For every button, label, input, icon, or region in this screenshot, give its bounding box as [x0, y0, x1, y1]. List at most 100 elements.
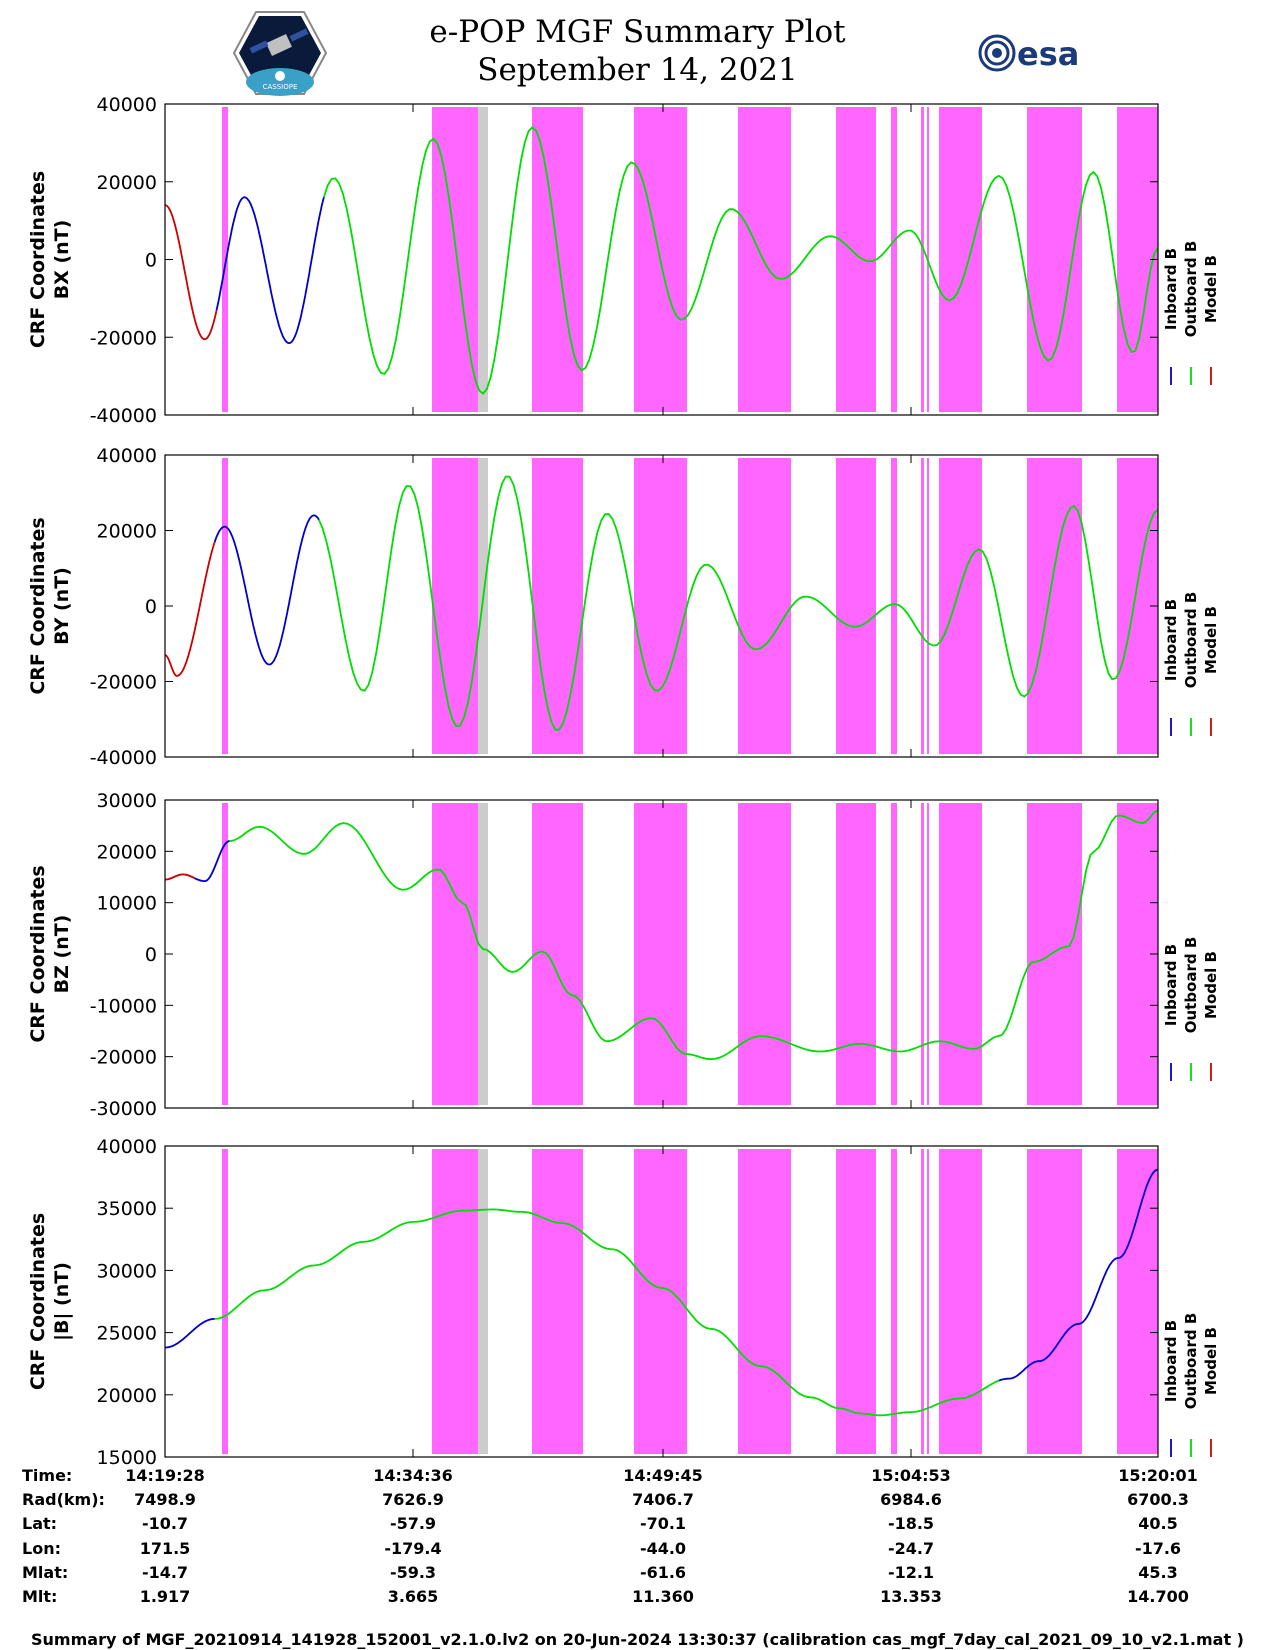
series-line-outboard	[318, 475, 1159, 731]
y-tick-label: 40000	[97, 1136, 157, 1158]
highlight-band	[222, 803, 228, 1105]
highlight-band	[1117, 1149, 1158, 1454]
highlight-band	[634, 458, 687, 754]
highlight-band	[532, 1149, 583, 1454]
highlight-band	[836, 1149, 876, 1454]
table-cell: -10.7	[141, 1514, 189, 1533]
highlight-band	[532, 458, 583, 754]
highlight-band	[738, 803, 791, 1105]
table-cell: -14.7	[141, 1563, 189, 1582]
y-tick-label: -20000	[90, 672, 157, 694]
table-cell: 1.917	[139, 1587, 191, 1606]
highlight-band	[921, 1149, 924, 1454]
chart-panel-2: 40000 20000 0 -20000 -40000 CRF Coordinates BY…	[27, 445, 1220, 769]
y-tick-label: 20000	[97, 841, 157, 863]
highlight-band	[1027, 803, 1082, 1105]
table-row-label: Lat:	[22, 1514, 58, 1533]
y-tick-label: -20000	[90, 1047, 157, 1069]
highlight-band	[939, 107, 982, 412]
highlight-band	[939, 1149, 982, 1454]
grey-band	[478, 107, 488, 412]
highlight-band	[1027, 458, 1082, 754]
highlight-band	[891, 107, 897, 412]
y-tick-label: 25000	[97, 1323, 157, 1345]
highlight-band	[891, 458, 897, 754]
highlight-band	[222, 458, 228, 754]
table-cell: -12.1	[887, 1563, 935, 1582]
highlight-band	[921, 107, 924, 412]
legend-outboard: Outboard B	[1182, 1313, 1200, 1410]
highlight-band	[634, 803, 687, 1105]
y-tick-label: 35000	[97, 1198, 157, 1220]
highlight-band	[222, 107, 228, 412]
table-cell: 171.5	[139, 1539, 191, 1558]
table-cell: 6984.6	[880, 1490, 942, 1509]
highlight-band	[921, 458, 924, 754]
table-cell: 7498.9	[134, 1490, 196, 1509]
table-cell: -44.0	[639, 1539, 687, 1558]
y-tick-label: 40000	[97, 445, 157, 467]
highlight-band	[836, 107, 876, 412]
legend-inboard: Inboard B	[1162, 1320, 1180, 1402]
legend-inboard: Inboard B	[1162, 248, 1180, 330]
y-tick-label: -20000	[90, 327, 157, 349]
table-row-label: Time:	[22, 1466, 73, 1485]
table-cell: 7626.9	[382, 1490, 444, 1509]
table-cell: 14:34:36	[373, 1466, 453, 1485]
y-tick-label: 20000	[97, 1385, 157, 1407]
series-line-inboard	[165, 1318, 215, 1349]
highlight-band	[836, 803, 876, 1105]
chart-panel-3: 30000 20000 10000 0 -10000 -20000 -30000 CRF Co…	[27, 790, 1220, 1120]
chart-panel-1: 40000 20000 0 -20000 -40000 CRF Coordinates BX…	[27, 94, 1220, 427]
highlight-band	[738, 458, 791, 754]
y-tick-label: 20000	[97, 172, 157, 194]
y-tick-label: 0	[145, 250, 157, 272]
legend-model: Model B	[1202, 606, 1220, 674]
highlight-band	[921, 803, 924, 1105]
table-cell: -57.9	[389, 1514, 437, 1533]
esa-logo: esa	[978, 34, 1079, 73]
legend-model: Model B	[1202, 255, 1220, 323]
table-row-label: Mlt:	[22, 1587, 58, 1606]
table-row-label: Rad(km):	[22, 1490, 105, 1509]
svg-text:esa: esa	[1017, 35, 1079, 73]
y-tick-label: -30000	[90, 1098, 157, 1120]
table-cell: -70.1	[639, 1514, 687, 1533]
y-axis-label: CRF Coordinates	[27, 1213, 49, 1390]
series-line-inboard	[213, 514, 320, 666]
table-cell: -17.6	[1134, 1539, 1182, 1558]
highlight-band	[927, 803, 929, 1105]
y-tick-label: 15000	[97, 1447, 157, 1469]
y-tick-label: 0	[145, 944, 157, 966]
y-tick-label: 0	[145, 596, 157, 618]
legend-outboard: Outboard B	[1182, 592, 1200, 689]
legend-inboard: Inboard B	[1162, 599, 1180, 681]
table-row-label: Mlat:	[22, 1563, 69, 1582]
series-line-model	[165, 204, 218, 341]
y-axis-label-unit: BZ (nT)	[51, 915, 73, 994]
plot-frame	[164, 1145, 1159, 1458]
series-line-outboard	[323, 126, 1159, 395]
highlight-band	[1027, 1149, 1082, 1454]
table-cell: -24.7	[887, 1539, 935, 1558]
plot-title: e-POP MGF Summary Plot	[429, 14, 846, 50]
grey-band	[478, 803, 488, 1105]
table-cell: 15:20:01	[1118, 1466, 1198, 1485]
table-cell: 45.3	[1138, 1563, 1178, 1582]
highlight-band	[891, 1149, 897, 1454]
y-tick-label: -40000	[90, 405, 157, 427]
table-cell: 14:19:28	[125, 1466, 205, 1485]
table-cell: 15:04:53	[871, 1466, 951, 1485]
table-cell: 11.360	[632, 1587, 694, 1606]
plot-date: September 14, 2021	[477, 52, 798, 88]
highlight-band	[532, 107, 583, 412]
table-row-label: Lon:	[22, 1539, 61, 1558]
highlight-band	[927, 1149, 929, 1454]
table-cell: -18.5	[887, 1514, 935, 1533]
y-tick-label: 20000	[97, 521, 157, 543]
y-axis-label-unit: BY (nT)	[51, 567, 73, 645]
highlight-band	[432, 1149, 478, 1454]
y-tick-label: -10000	[90, 995, 157, 1017]
highlight-band	[836, 458, 876, 754]
